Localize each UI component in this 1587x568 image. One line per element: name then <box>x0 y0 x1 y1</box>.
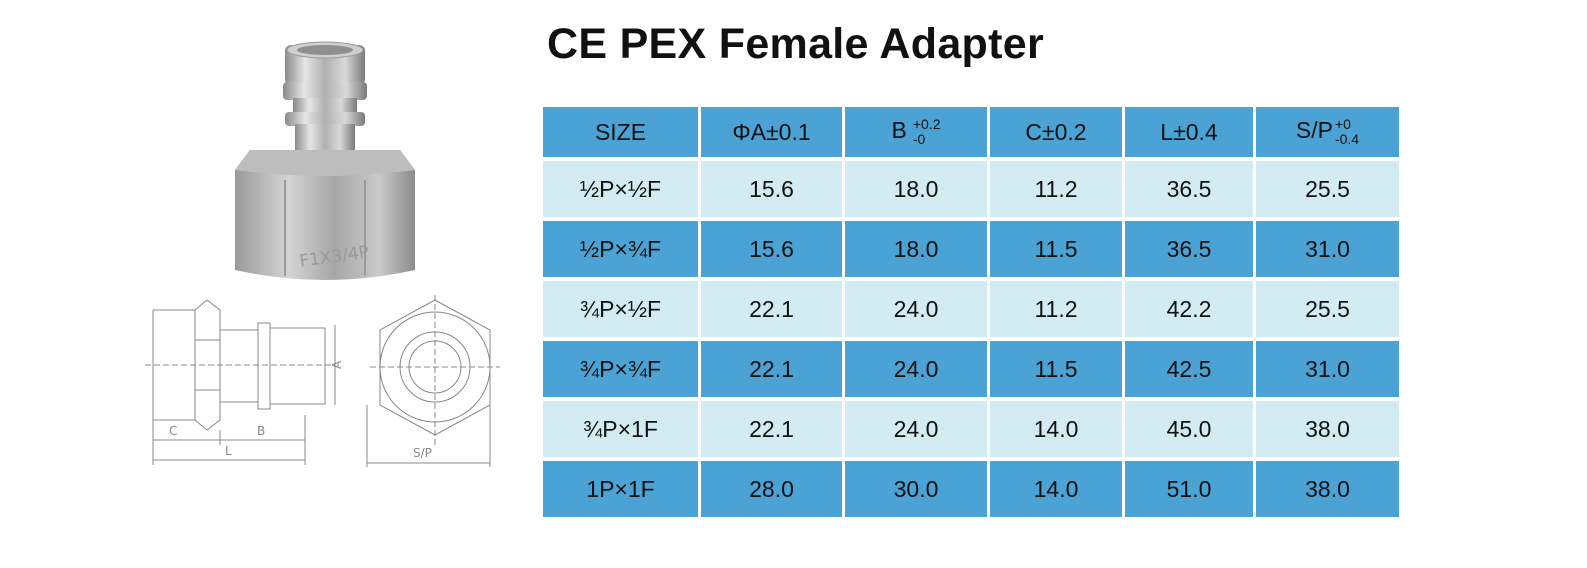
table-row: ½P×½F 15.6 18.0 11.2 36.5 25.5 <box>543 161 1399 217</box>
dim-label-a: A <box>330 360 344 369</box>
spec-table: SIZE ΦA±0.1 B +0.2 -0 C±0.2 L±0.4 S/P +0 -0.… <box>540 103 1402 521</box>
header-sp-tol-lower: -0.4 <box>1334 131 1360 147</box>
cell-l: 36.5 <box>1125 161 1253 217</box>
cell-sp: 31.0 <box>1256 341 1399 397</box>
header-b-tol-upper: +0.2 <box>912 116 941 132</box>
cell-b: 24.0 <box>845 401 987 457</box>
cell-l: 51.0 <box>1125 461 1253 517</box>
cell-a: 22.1 <box>701 281 842 337</box>
cell-l: 42.5 <box>1125 341 1253 397</box>
cell-size: 1P×1F <box>543 461 698 517</box>
cell-a: 15.6 <box>701 161 842 217</box>
dim-label-sp: S/P <box>413 446 432 460</box>
cell-b: 18.0 <box>845 161 987 217</box>
cell-sp: 25.5 <box>1256 161 1399 217</box>
dim-label-c: C <box>169 424 177 438</box>
table-row: ¾P×¾F 22.1 24.0 11.5 42.5 31.0 <box>543 341 1399 397</box>
header-sp-tol-upper: +0 <box>1334 116 1351 132</box>
cell-c: 14.0 <box>990 401 1122 457</box>
cell-size: ½P×¾F <box>543 221 698 277</box>
cell-b: 24.0 <box>845 341 987 397</box>
cell-c: 11.5 <box>990 341 1122 397</box>
header-b-tol-lower: -0 <box>912 131 926 147</box>
cell-l: 36.5 <box>1125 221 1253 277</box>
table-row: ½P×¾F 15.6 18.0 11.5 36.5 31.0 <box>543 221 1399 277</box>
cell-sp: 38.0 <box>1256 401 1399 457</box>
header-b: B +0.2 -0 <box>845 107 987 157</box>
header-c: C±0.2 <box>990 107 1122 157</box>
table-row: ¾P×½F 22.1 24.0 11.2 42.2 25.5 <box>543 281 1399 337</box>
cell-c: 11.5 <box>990 221 1122 277</box>
dim-label-l: L <box>225 444 232 458</box>
header-sp-tolerance: +0 -0.4 <box>1335 117 1359 147</box>
table-row: 1P×1F 28.0 30.0 14.0 51.0 38.0 <box>543 461 1399 517</box>
cell-b: 30.0 <box>845 461 987 517</box>
cell-l: 45.0 <box>1125 401 1253 457</box>
cell-size: ¾P×¾F <box>543 341 698 397</box>
header-l: L±0.4 <box>1125 107 1253 157</box>
table-row: ¾P×1F 22.1 24.0 14.0 45.0 38.0 <box>543 401 1399 457</box>
cell-a: 15.6 <box>701 221 842 277</box>
header-size: SIZE <box>543 107 698 157</box>
cell-sp: 38.0 <box>1256 461 1399 517</box>
header-b-tolerance: +0.2 -0 <box>913 117 941 147</box>
cell-sp: 31.0 <box>1256 221 1399 277</box>
cell-c: 14.0 <box>990 461 1122 517</box>
dim-label-b: B <box>257 424 265 438</box>
cell-a: 22.1 <box>701 341 842 397</box>
cell-size: ¾P×1F <box>543 401 698 457</box>
header-sp: S/P +0 -0.4 <box>1256 107 1399 157</box>
cell-l: 42.2 <box>1125 281 1253 337</box>
cell-a: 28.0 <box>701 461 842 517</box>
cell-c: 11.2 <box>990 281 1122 337</box>
cell-c: 11.2 <box>990 161 1122 217</box>
table-header-row: SIZE ΦA±0.1 B +0.2 -0 C±0.2 L±0.4 S/P +0 -0.… <box>543 107 1399 157</box>
header-sp-label: S/P <box>1295 117 1333 144</box>
cell-b: 24.0 <box>845 281 987 337</box>
cell-size: ½P×½F <box>543 161 698 217</box>
technical-drawing: A C B L S/P <box>145 295 500 467</box>
cell-b: 18.0 <box>845 221 987 277</box>
product-photo: F1X3/4P <box>235 41 415 280</box>
cell-sp: 25.5 <box>1256 281 1399 337</box>
header-a: ΦA±0.1 <box>701 107 842 157</box>
header-b-label: B <box>891 117 907 144</box>
page-title: CE PEX Female Adapter <box>547 20 1044 68</box>
cell-a: 22.1 <box>701 401 842 457</box>
cell-size: ¾P×½F <box>543 281 698 337</box>
